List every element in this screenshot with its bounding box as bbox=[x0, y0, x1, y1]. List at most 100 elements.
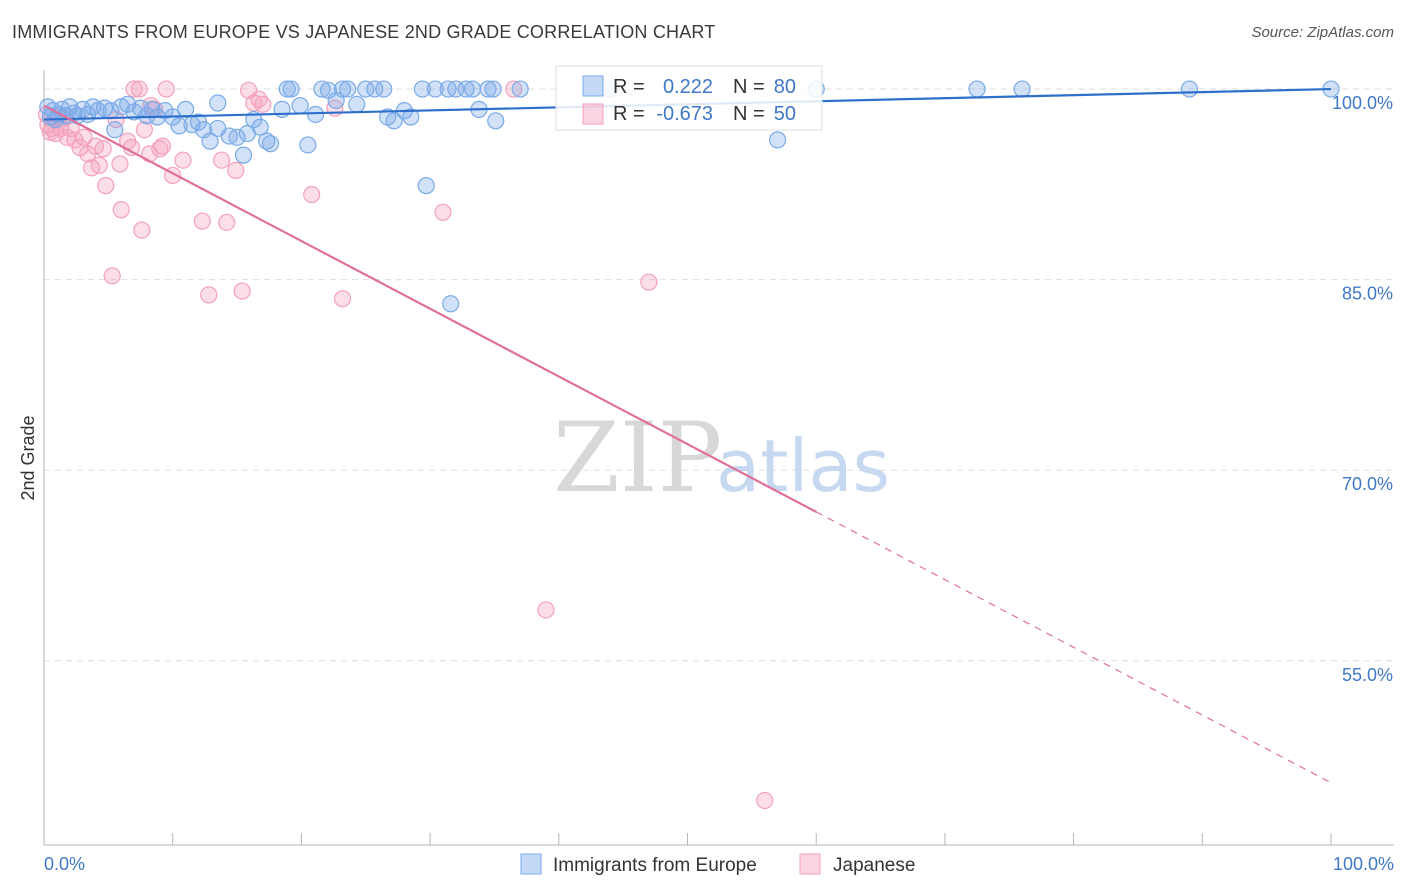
point-japanese bbox=[333, 290, 352, 308]
point-japanese bbox=[103, 267, 121, 285]
point-europe bbox=[375, 80, 393, 98]
point-japanese bbox=[151, 140, 169, 158]
point-japanese bbox=[130, 80, 148, 98]
point-europe bbox=[402, 108, 420, 126]
y-tick-label: 70.0% bbox=[1342, 474, 1393, 494]
x-axis-ticks bbox=[172, 833, 1332, 845]
stats-r-label-europe: R = bbox=[613, 76, 645, 98]
point-japanese bbox=[133, 221, 151, 239]
point-japanese bbox=[135, 121, 153, 139]
point-europe bbox=[357, 80, 375, 98]
point-europe bbox=[209, 94, 227, 112]
point-japanese bbox=[505, 80, 523, 98]
point-europe bbox=[170, 117, 188, 135]
series-legend: Immigrants from Europe Japanese bbox=[520, 853, 915, 876]
trend-line-japanese-extrapolated bbox=[815, 511, 1332, 784]
watermark: ZIP atlas bbox=[553, 402, 890, 514]
point-europe bbox=[251, 118, 269, 136]
point-europe bbox=[313, 80, 331, 98]
point-europe bbox=[234, 146, 253, 164]
point-europe bbox=[201, 132, 219, 150]
point-japanese bbox=[218, 213, 236, 232]
point-europe bbox=[291, 96, 309, 115]
y-axis-label: 2nd Grade bbox=[18, 415, 38, 500]
point-europe bbox=[299, 136, 317, 154]
point-europe bbox=[1180, 80, 1199, 98]
point-japanese bbox=[125, 80, 143, 98]
point-europe bbox=[228, 128, 246, 146]
stats-swatch-japanese bbox=[582, 103, 604, 125]
point-japanese bbox=[153, 137, 172, 155]
point-europe bbox=[348, 95, 366, 113]
point-japanese bbox=[254, 95, 272, 113]
point-japanese bbox=[640, 273, 658, 291]
point-japanese bbox=[537, 601, 555, 619]
grid bbox=[44, 88, 1394, 662]
point-japanese bbox=[200, 286, 218, 304]
point-japanese bbox=[75, 128, 93, 146]
point-japanese bbox=[233, 282, 251, 300]
trend-line-japanese bbox=[43, 104, 817, 513]
y-tick-label: 85.0% bbox=[1342, 284, 1393, 304]
y-tick-label: 100.0% bbox=[1332, 93, 1393, 113]
stats-n-value-japanese: 50 bbox=[774, 103, 796, 125]
chart-title: IMMIGRANTS FROM EUROPE VS JAPANESE 2ND G… bbox=[12, 22, 716, 42]
point-europe bbox=[282, 80, 300, 98]
point-japanese bbox=[227, 161, 245, 179]
point-japanese bbox=[94, 140, 112, 158]
point-europe bbox=[463, 80, 482, 98]
point-europe bbox=[339, 80, 357, 98]
point-europe bbox=[385, 112, 403, 130]
point-japanese bbox=[111, 155, 129, 173]
point-japanese bbox=[112, 201, 130, 219]
x-tick-label-max: 100.0% bbox=[1333, 854, 1394, 874]
legend-swatch-japanese bbox=[799, 853, 821, 875]
stats-r-label-japanese: R = bbox=[613, 103, 645, 125]
watermark-atlas: atlas bbox=[716, 424, 890, 508]
point-japanese bbox=[434, 203, 452, 221]
point-europe bbox=[968, 80, 986, 98]
legend-label-japanese: Japanese bbox=[833, 855, 915, 876]
point-europe bbox=[457, 80, 475, 98]
stats-legend: R = 0.222 N = 80 R = -0.673 N = 50 bbox=[555, 65, 823, 131]
point-europe bbox=[366, 80, 384, 98]
point-europe bbox=[442, 295, 460, 313]
point-europe bbox=[261, 135, 280, 153]
point-europe bbox=[413, 80, 431, 98]
point-europe bbox=[333, 80, 352, 98]
point-japanese bbox=[193, 212, 211, 230]
stats-n-value-europe: 80 bbox=[774, 76, 796, 98]
source-label: Source: ZipAtlas.com bbox=[1251, 24, 1394, 41]
point-japanese bbox=[213, 151, 231, 169]
point-europe bbox=[768, 131, 787, 149]
point-europe bbox=[106, 121, 124, 139]
stats-n-label-europe: N = bbox=[733, 76, 765, 98]
watermark-zip: ZIP bbox=[553, 402, 722, 514]
x-tick-label-min: 0.0% bbox=[44, 854, 85, 874]
point-europe bbox=[426, 80, 444, 98]
point-europe bbox=[479, 80, 497, 98]
point-europe bbox=[487, 112, 505, 130]
y-axis-tick-labels: 100.0% 85.0% 70.0% 55.0% bbox=[1332, 93, 1393, 685]
point-europe bbox=[1013, 80, 1031, 98]
point-europe bbox=[484, 80, 502, 98]
stats-r-value-japanese: -0.673 bbox=[656, 103, 713, 125]
point-japanese bbox=[90, 156, 108, 174]
stats-swatch-europe bbox=[582, 75, 604, 97]
legend-label-europe: Immigrants from Europe bbox=[553, 855, 757, 876]
point-japanese bbox=[174, 151, 192, 169]
stats-n-label-japanese: N = bbox=[733, 103, 765, 125]
point-japanese bbox=[303, 185, 321, 204]
y-tick-label: 55.0% bbox=[1342, 665, 1393, 685]
legend-swatch-europe bbox=[520, 853, 542, 875]
point-japanese bbox=[756, 791, 774, 810]
stats-legend-box bbox=[555, 65, 823, 131]
point-europe bbox=[511, 80, 529, 98]
point-japanese bbox=[97, 177, 115, 195]
point-europe bbox=[306, 105, 325, 124]
point-europe bbox=[176, 100, 195, 118]
stats-r-value-europe: 0.222 bbox=[663, 76, 713, 98]
point-europe bbox=[417, 177, 435, 195]
point-japanese bbox=[157, 80, 175, 98]
point-europe bbox=[278, 80, 296, 98]
